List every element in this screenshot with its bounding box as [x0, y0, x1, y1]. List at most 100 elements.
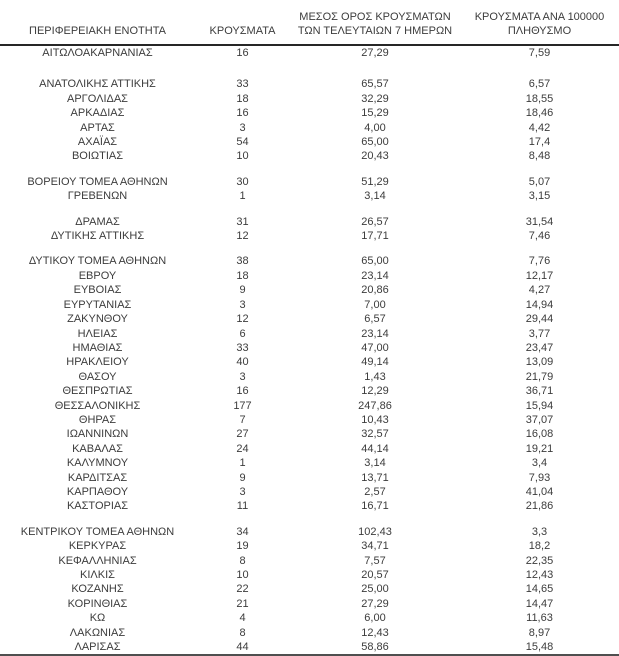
cell-region: ΑΙΤΩΛΟΑΚΑΡΝΑΝΙΑΣ — [42, 47, 153, 59]
table-row: ΒΟΙΩΤΙΑΣ 10 20,43 8,48 — [0, 149, 619, 163]
cell-region: ΒΟΙΩΤΙΑΣ — [71, 150, 124, 163]
cell-region: ΚΑΛΥΜΝΟΥ — [66, 457, 129, 470]
cell-avg-7day: 51,29 — [361, 175, 389, 188]
table-row: ΚΑΡΠΑΘΟΥ 3 2,57 41,04 — [0, 485, 619, 499]
cell-per-100k: 41,04 — [525, 485, 554, 498]
cell-region: ΕΒΡΟΥ — [78, 269, 117, 282]
cell-cases: 6 — [239, 327, 246, 340]
cell-region: ΚΩ — [89, 612, 106, 625]
group-spacer — [0, 243, 619, 254]
cell-avg-7day: 3,14 — [364, 190, 386, 203]
cell-region: ΖΑΚΥΝΘΟΥ — [67, 313, 128, 326]
cell-cases: 16 — [236, 107, 249, 120]
table-row: ΛΑΚΩΝΙΑΣ 8 12,43 8,97 — [0, 626, 619, 640]
cell-per-100k: 36,71 — [525, 385, 554, 398]
cell-avg-7day: 34,71 — [361, 540, 389, 553]
cell-region: ΚΑΡΔΙΤΣΑΣ — [67, 471, 128, 484]
table-row: ΘΕΣΣΑΛΟΝΙΚΗΣ 177 247,86 15,94 — [0, 399, 619, 413]
cell-avg-7day: 12,29 — [361, 385, 389, 398]
col-header-per-100k: ΚΡΟΥΣΜΑΤΑ ΑΝΑ 100000 ΠΛΗΘΥΣΜΟ — [460, 0, 619, 46]
cell-per-100k: 18,46 — [525, 107, 554, 120]
cell-per-100k: 3,77 — [528, 327, 551, 340]
cell-per-100k: 7,46 — [528, 230, 551, 243]
cell-cases: 31 — [236, 215, 249, 228]
cell-region: ΒΟΡΕΙΟΥ ΤΟΜΕΑ ΑΘΗΝΩΝ — [27, 175, 168, 188]
cell-region: ΕΥΡΥΤΑΝΙΑΣ — [63, 298, 132, 311]
cell-cases: 3 — [239, 370, 246, 383]
cell-cases: 16 — [236, 47, 249, 59]
cell-per-100k: 8,48 — [528, 150, 551, 163]
table-row: ΑΡΓΟΛΙΔΑΣ 18 32,29 18,55 — [0, 92, 619, 106]
table-row: ΚΕΡΚΥΡΑΣ 19 34,71 18,2 — [0, 539, 619, 553]
cell-avg-7day: 32,57 — [361, 428, 389, 441]
cell-cases: 9 — [239, 471, 246, 484]
group-spacer — [0, 164, 619, 175]
cell-region: ΚΟΡΙΝΘΙΑΣ — [67, 597, 128, 610]
cell-region: ΗΜΑΘΙΑΣ — [72, 341, 123, 354]
cell-region: ΚΑΡΠΑΘΟΥ — [66, 485, 129, 498]
cell-region: ΘΗΡΑΣ — [78, 413, 117, 426]
cell-per-100k: 12,17 — [525, 269, 554, 282]
cell-avg-7day: 65,00 — [361, 136, 389, 149]
cell-avg-7day: 27,29 — [361, 597, 389, 610]
cell-per-100k: 17,4 — [528, 136, 551, 149]
cell-per-100k: 14,94 — [525, 298, 554, 311]
cell-avg-7day: 49,14 — [361, 356, 389, 369]
table-row: ΔΥΤΙΚΗΣ ΑΤΤΙΚΗΣ 12 17,71 7,46 — [0, 229, 619, 243]
cell-region: ΓΡΕΒΕΝΩΝ — [67, 190, 128, 203]
cell-avg-7day: 20,43 — [361, 150, 389, 163]
cell-avg-7day: 6,00 — [364, 612, 386, 625]
table-row: ΗΡΑΚΛΕΙΟΥ 40 49,14 13,09 — [0, 355, 619, 369]
table-row: ΑΝΑΤΟΛΙΚΗΣ ΑΤΤΙΚΗΣ 33 65,57 6,57 — [0, 77, 619, 91]
col-header-avg-7day: ΜΕΣΟΣ ΟΡΟΣ ΚΡΟΥΣΜΑΤΩΝ ΤΩΝ ΤΕΛΕΥΤΑΙΩΝ 7 Η… — [290, 0, 460, 46]
table-row: ΚΟΖΑΝΗΣ 22 25,00 14,65 — [0, 582, 619, 596]
table-row: ΑΙΤΩΛΟΑΚΑΡΝΑΝΙΑΣ 16 27,29 7,59 — [0, 45, 619, 60]
cell-region: ΛΑΚΩΝΙΑΣ — [69, 626, 126, 639]
cell-per-100k: 21,86 — [525, 500, 554, 513]
cell-avg-7day: 47,00 — [361, 341, 389, 354]
table-row: ΕΥΒΟΙΑΣ 9 20,86 4,27 — [0, 283, 619, 297]
cell-cases: 1 — [239, 457, 246, 470]
cell-avg-7day: 65,00 — [361, 255, 389, 268]
cell-region: ΔΥΤΙΚΟΥ ΤΟΜΕΑ ΑΘΗΝΩΝ — [28, 255, 167, 268]
cell-cases: 7 — [239, 413, 246, 426]
table-row: ΘΗΡΑΣ 7 10,43 37,07 — [0, 413, 619, 427]
cell-cases: 8 — [239, 626, 246, 639]
table-row: ΚΕΝΤΡΙΚΟΥ ΤΟΜΕΑ ΑΘΗΝΩΝ 34 102,43 3,3 — [0, 525, 619, 539]
cell-per-100k: 18,55 — [525, 92, 554, 105]
cell-region: ΔΥΤΙΚΗΣ ΑΤΤΙΚΗΣ — [50, 230, 145, 243]
cell-cases: 11 — [236, 500, 249, 513]
cell-per-100k: 4,42 — [528, 121, 551, 134]
cell-cases: 4 — [239, 612, 246, 625]
cell-cases: 54 — [236, 136, 249, 149]
cell-cases: 44 — [236, 641, 249, 654]
cell-region: ΚΙΛΚΙΣ — [80, 569, 115, 581]
cell-avg-7day: 58,86 — [361, 641, 389, 654]
cell-per-100k: 12,43 — [525, 569, 554, 581]
cell-avg-7day: 102,43 — [358, 525, 392, 538]
cell-avg-7day: 1,43 — [364, 370, 386, 383]
cell-region: ΘΕΣΣΑΛΟΝΙΚΗΣ — [54, 399, 141, 412]
cell-per-100k: 3,4 — [531, 457, 548, 470]
cell-avg-7day: 6,57 — [364, 313, 386, 326]
cell-cases: 30 — [236, 175, 249, 188]
cell-cases: 24 — [236, 442, 249, 455]
cell-cases: 10 — [236, 569, 249, 581]
cell-per-100k: 14,65 — [525, 583, 554, 596]
cell-cases: 33 — [236, 78, 249, 91]
cell-region: ΑΝΑΤΟΛΙΚΗΣ ΑΤΤΙΚΗΣ — [39, 78, 156, 91]
cell-avg-7day: 12,43 — [361, 626, 389, 639]
cell-cases: 3 — [239, 121, 246, 134]
table-row: ΚΙΛΚΙΣ 10 20,57 12,43 — [0, 568, 619, 582]
cell-per-100k: 29,44 — [525, 313, 554, 326]
cell-region: ΑΡΚΑΔΙΑΣ — [70, 107, 125, 120]
cell-region: ΚΑΣΤΟΡΙΑΣ — [66, 500, 129, 513]
cell-cases: 1 — [239, 190, 246, 203]
table-row: ΙΩΑΝΝΙΝΩΝ 27 32,57 16,08 — [0, 427, 619, 441]
cell-cases: 38 — [236, 255, 249, 268]
cell-region: ΘΕΣΠΡΩΤΙΑΣ — [62, 385, 133, 398]
group-spacer — [0, 60, 619, 77]
cell-per-100k: 15,48 — [525, 641, 554, 654]
cell-avg-7day: 25,00 — [361, 583, 389, 596]
cell-cases: 19 — [236, 540, 249, 553]
